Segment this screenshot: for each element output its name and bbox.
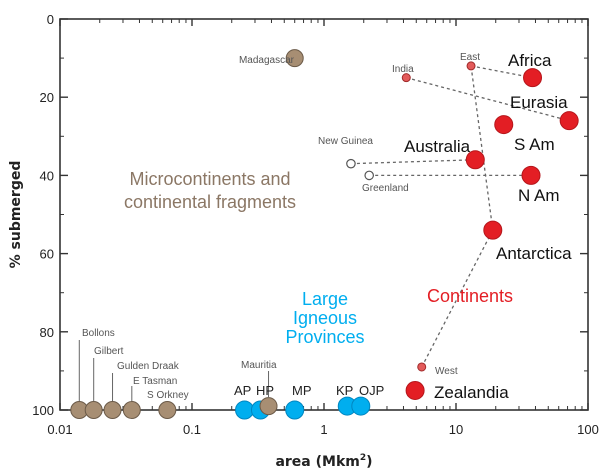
point-mp (285, 400, 305, 420)
label-gilbert: Gilbert (94, 346, 124, 357)
points-layer (70, 49, 579, 420)
label-antarctica: Antarctica (496, 244, 572, 263)
y-tick-label: 0 (47, 12, 54, 27)
label-s-orkney: S Orkney (147, 390, 189, 401)
group-label-microcontinents-line-1: continental fragments (124, 192, 296, 212)
point-ap (235, 400, 255, 420)
dashed-connector (350, 159, 476, 165)
label-mauritia: Mauritia (241, 360, 277, 371)
point-ojp (351, 396, 371, 416)
point-labels-layer: Madagascar Bollons Gilbert Gulden Draak E Ta… (78, 51, 572, 402)
x-tick-label: 100 (577, 422, 599, 437)
y-tick-label: 60 (40, 247, 54, 262)
label-kp: KP (336, 383, 353, 398)
point-new-guinea (346, 158, 356, 169)
point-e-tasman (122, 401, 141, 419)
point-india (401, 73, 411, 83)
label-india: India (392, 64, 414, 75)
label-east: East (460, 52, 480, 63)
group-label-lips-line-2: Provinces (285, 327, 364, 347)
point-gilbert (84, 401, 103, 419)
point-australia (465, 150, 485, 170)
label-west: West (435, 366, 458, 377)
group-label-continents-line-0: Continents (427, 286, 513, 306)
group-label-microcontinents-line-0: Microcontinents and (129, 169, 290, 189)
label-mp: MP (292, 383, 312, 398)
y-tick-label: 40 (40, 168, 54, 183)
label-ap: AP (234, 383, 251, 398)
label-ojp: OJP (359, 383, 384, 398)
point-gulden-draak (103, 401, 122, 419)
x-axis-title-base: area (Mkm (275, 454, 359, 470)
y-axis-title: % submerged (8, 161, 24, 269)
axes-layer: 0.01 0.1 1 10 100 0 20 40 60 80 100 (32, 12, 599, 437)
dashed-connector (470, 65, 533, 79)
point-mauritia (259, 397, 278, 416)
label-gulden-draak: Gulden Draak (117, 361, 180, 372)
point-greenland (364, 170, 374, 181)
y-tick-label: 80 (40, 325, 54, 340)
label-new-guinea: New Guinea (318, 136, 373, 147)
label-madagascar: Madagascar (239, 55, 295, 66)
point-east (466, 61, 476, 71)
label-e-tasman: E Tasman (133, 376, 177, 387)
label-s-am: S Am (514, 135, 555, 154)
y-tick-label: 20 (40, 90, 54, 105)
dashed-connector (406, 77, 570, 122)
x-tick-label: 0.01 (47, 422, 72, 437)
label-hp: HP (256, 383, 274, 398)
point-s-orkney (158, 401, 177, 419)
label-n-am: N Am (518, 186, 560, 205)
label-eurasia: Eurasia (510, 93, 568, 112)
label-greenland: Greenland (362, 183, 409, 194)
point-s-am (494, 115, 514, 135)
point-madagascar (285, 49, 304, 68)
group-label-lips-line-0: Large (302, 289, 348, 309)
point-eurasia (559, 111, 579, 131)
dashed-connector (421, 229, 494, 368)
point-zealandia (405, 380, 425, 400)
x-axis-title: area (Mkm2) (275, 453, 372, 470)
plot-frame (59, 18, 589, 411)
point-antarctica (483, 220, 503, 240)
label-bollons: Bollons (82, 328, 115, 339)
point-n-am (521, 165, 541, 185)
group-labels-layer: Microcontinents and continental fragments… (124, 169, 513, 347)
x-tick-label: 10 (449, 422, 463, 437)
dashed-connector (470, 65, 494, 231)
connections-layer (350, 65, 570, 368)
point-africa (523, 68, 543, 88)
label-zealandia: Zealandia (434, 383, 509, 402)
label-australia: Australia (404, 137, 471, 156)
group-label-lips-line-1: Igneous (293, 308, 357, 328)
x-tick-label: 1 (320, 422, 327, 437)
y-tick-label: 100 (32, 403, 54, 418)
x-axis-title-superscript: 2 (360, 453, 366, 463)
label-africa: Africa (508, 51, 552, 70)
point-west (417, 362, 427, 372)
x-tick-label: 0.1 (183, 422, 201, 437)
x-axis-title-close: ) (366, 454, 372, 470)
